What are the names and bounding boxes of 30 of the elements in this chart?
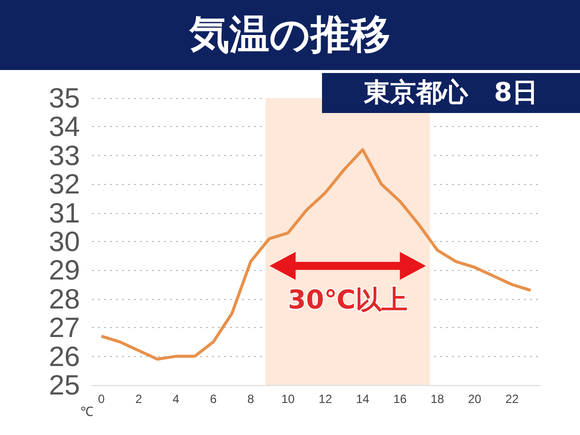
y-tick-label: 32 <box>48 168 80 200</box>
y-tick-label: 35 <box>48 82 80 114</box>
y-tick-label: 31 <box>48 197 80 228</box>
chart-subtitle: 東京都心 8日 <box>364 78 538 108</box>
y-tick-label: 28 <box>48 283 80 314</box>
x-tick-label: 0 <box>98 392 105 406</box>
y-tick-label: 27 <box>48 312 80 344</box>
x-tick-label: 12 <box>318 392 332 406</box>
y-tick-label: 25 <box>48 370 80 400</box>
x-tick-label: 8 <box>247 392 254 406</box>
x-tick-label: 20 <box>468 392 482 406</box>
x-tick-label: 18 <box>430 392 444 406</box>
y-tick-label: 34 <box>48 111 80 142</box>
line-series <box>100 148 532 361</box>
y-tick-label: 30 <box>48 226 80 257</box>
x-tick-label: 2 <box>135 392 142 406</box>
x-tick-label: 14 <box>356 392 370 406</box>
y-tick-label: 29 <box>48 254 80 286</box>
band-label: 30℃以上 <box>288 285 408 316</box>
y-tick-label: 26 <box>48 340 80 372</box>
subtitle-banner: 東京都心 8日 <box>322 73 580 113</box>
x-tick-label: 6 <box>210 392 217 406</box>
title-banner: 気温の推移 <box>0 0 580 70</box>
x-tick-label: 10 <box>281 392 295 406</box>
y-axis-title: ℃ <box>80 404 94 419</box>
x-tick-label: 22 <box>505 392 519 406</box>
y-tick-label: 33 <box>48 140 80 171</box>
x-tick-label: 16 <box>393 392 407 406</box>
chart-title: 気温の推移 <box>190 12 390 58</box>
x-tick-label: 4 <box>172 392 180 406</box>
